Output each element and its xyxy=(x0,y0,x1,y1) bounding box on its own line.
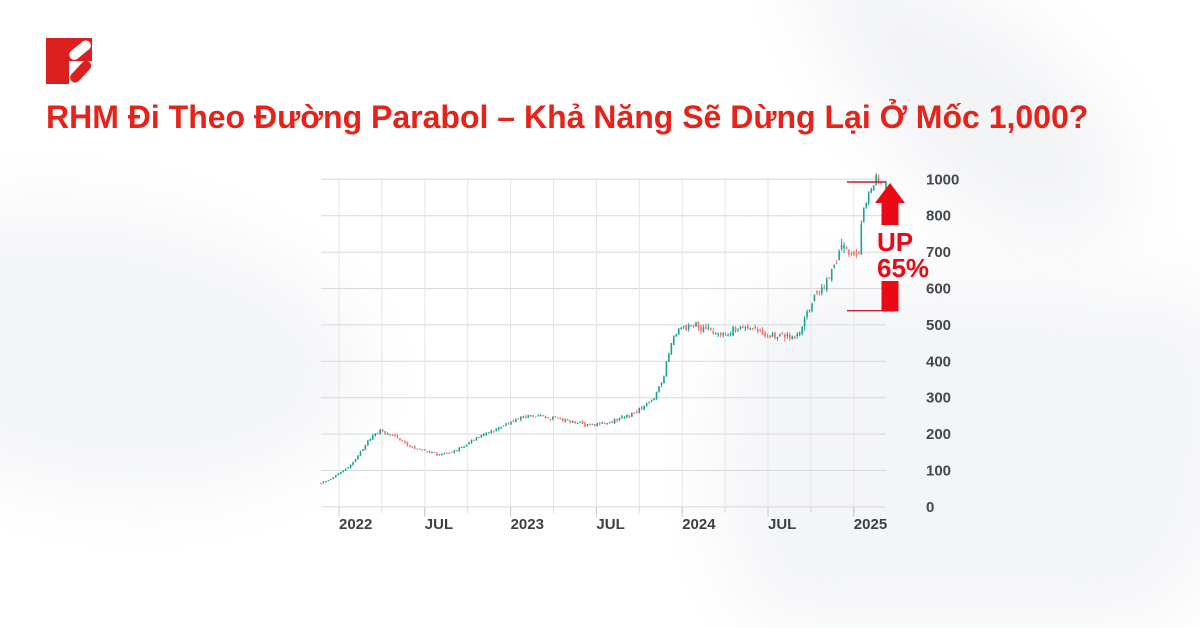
svg-text:800: 800 xyxy=(926,208,951,225)
svg-text:2022: 2022 xyxy=(339,516,372,533)
svg-text:200: 200 xyxy=(926,426,951,443)
svg-text:JUL: JUL xyxy=(596,516,624,533)
svg-text:JUL: JUL xyxy=(425,516,453,533)
svg-text:0: 0 xyxy=(926,499,934,516)
svg-text:JUL: JUL xyxy=(768,516,796,533)
svg-text:2023: 2023 xyxy=(511,516,544,533)
svg-text:1000: 1000 xyxy=(926,171,959,188)
svg-text:65%: 65% xyxy=(877,253,929,283)
svg-text:100: 100 xyxy=(926,463,951,480)
svg-text:2024: 2024 xyxy=(682,516,716,533)
svg-text:500: 500 xyxy=(926,317,951,334)
svg-text:600: 600 xyxy=(926,281,951,298)
svg-text:700: 700 xyxy=(926,244,951,261)
svg-text:400: 400 xyxy=(926,353,951,370)
svg-text:2025: 2025 xyxy=(854,516,887,533)
svg-text:300: 300 xyxy=(926,390,951,407)
